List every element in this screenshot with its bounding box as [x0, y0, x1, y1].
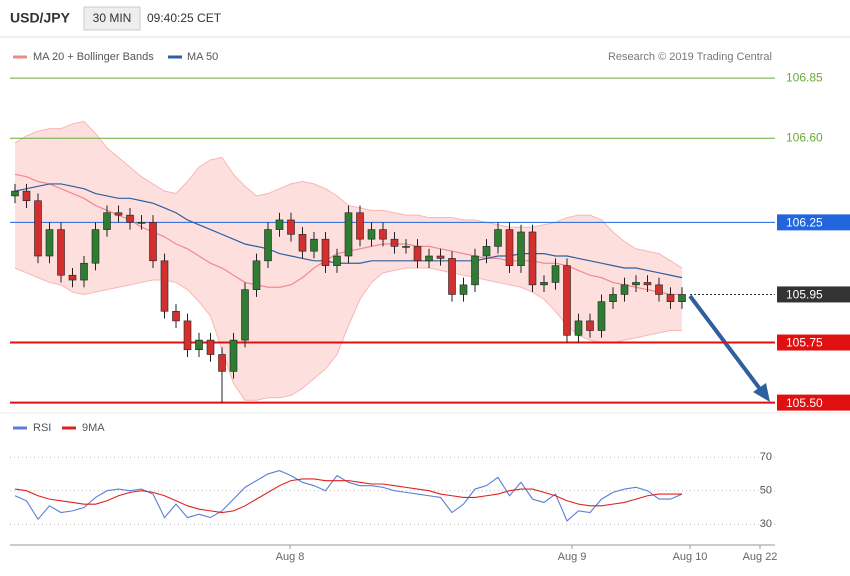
candle-body	[494, 229, 502, 247]
source: Research © 2019 Trading Central	[608, 51, 772, 63]
candle-body	[609, 294, 617, 302]
candle-body	[540, 282, 548, 286]
candle-body	[275, 219, 284, 230]
timeframe-box	[83, 6, 141, 31]
candle-body	[551, 265, 560, 283]
legend-label: 9MA	[82, 422, 105, 434]
level-label: 105.50	[786, 396, 823, 410]
candle-body	[57, 229, 65, 276]
candle-body	[678, 294, 686, 302]
candle-body	[310, 238, 318, 252]
candle-body	[160, 260, 169, 312]
candle-body	[149, 222, 157, 262]
candle-body	[413, 246, 422, 262]
timestamp: 09:40:25 CET	[147, 11, 222, 25]
y-tick-label: 70	[760, 451, 772, 463]
candle-body	[643, 282, 652, 286]
candle-body	[528, 231, 537, 286]
x-tick-label: Aug 10	[673, 551, 708, 563]
candle-body	[517, 231, 525, 266]
candle-body	[586, 320, 594, 331]
projection-arrow	[688, 294, 770, 402]
candle-body	[241, 289, 249, 341]
candle-body	[402, 246, 410, 248]
level-label-box	[777, 286, 850, 303]
candle-body	[333, 255, 341, 266]
candle-body	[45, 229, 54, 257]
candle-body	[471, 255, 479, 286]
bollinger-lower	[14, 267, 682, 401]
candle-body	[620, 284, 629, 295]
candle-body	[390, 238, 399, 247]
level-label-box	[777, 334, 850, 351]
candle-body	[298, 234, 307, 252]
level-label-box	[777, 394, 850, 411]
candle-body	[425, 255, 433, 262]
y-tick-label: 30	[760, 518, 772, 530]
x-tick-label: Aug 8	[276, 551, 305, 563]
candle-body	[22, 190, 31, 202]
candle-body	[287, 219, 295, 235]
level-label: 105.75	[786, 336, 823, 350]
candle-body	[229, 339, 238, 372]
candle-body	[195, 339, 203, 351]
candle-body	[563, 265, 571, 336]
level-label: 106.60	[786, 130, 823, 144]
candle-body	[574, 320, 583, 336]
candle-body	[183, 320, 192, 351]
candle-body	[114, 212, 123, 216]
candle-body	[356, 212, 364, 240]
candle-body	[91, 229, 100, 264]
candle-body	[459, 284, 468, 295]
candle-body	[68, 274, 77, 281]
chart-title: USD/JPY	[10, 10, 71, 26]
legend-label: MA 20 + Bollinger Bands	[33, 51, 154, 63]
level-label-box	[777, 214, 850, 231]
candle-body	[379, 229, 387, 240]
candle-body	[103, 212, 111, 230]
timeframe: 30 MIN	[93, 11, 132, 25]
arrow-head	[753, 383, 770, 402]
candle-body	[448, 258, 456, 295]
rsi-line	[14, 469, 683, 522]
x-tick-label: Aug 22	[743, 551, 778, 563]
candle-body	[482, 246, 491, 257]
candle-body	[80, 262, 88, 281]
candle-body	[505, 229, 514, 266]
level-label: 106.85	[786, 70, 823, 84]
level-label: 105.95	[786, 288, 823, 302]
candle-body	[11, 190, 19, 197]
candle-body	[264, 229, 272, 262]
candle-body	[321, 238, 330, 266]
rsi-line	[14, 478, 682, 514]
legend-label: MA 50	[187, 51, 218, 63]
candle-body	[666, 294, 675, 302]
candle-body	[632, 282, 640, 286]
candle-body	[367, 229, 376, 240]
candle-body	[172, 310, 180, 322]
candle-body	[206, 339, 215, 355]
x-tick-label: Aug 9	[558, 551, 587, 563]
y-tick-label: 50	[760, 485, 772, 497]
candle-body	[137, 222, 146, 224]
candle-body	[218, 354, 226, 372]
candle-body	[655, 284, 663, 295]
legend-label: RSI	[33, 422, 51, 434]
level-label: 106.25	[786, 216, 823, 230]
candle-body	[126, 214, 134, 223]
candle-body	[252, 260, 261, 290]
candle-body	[344, 212, 353, 257]
candle-body	[34, 200, 42, 257]
candle-body	[597, 301, 606, 331]
candle-body	[436, 255, 445, 259]
